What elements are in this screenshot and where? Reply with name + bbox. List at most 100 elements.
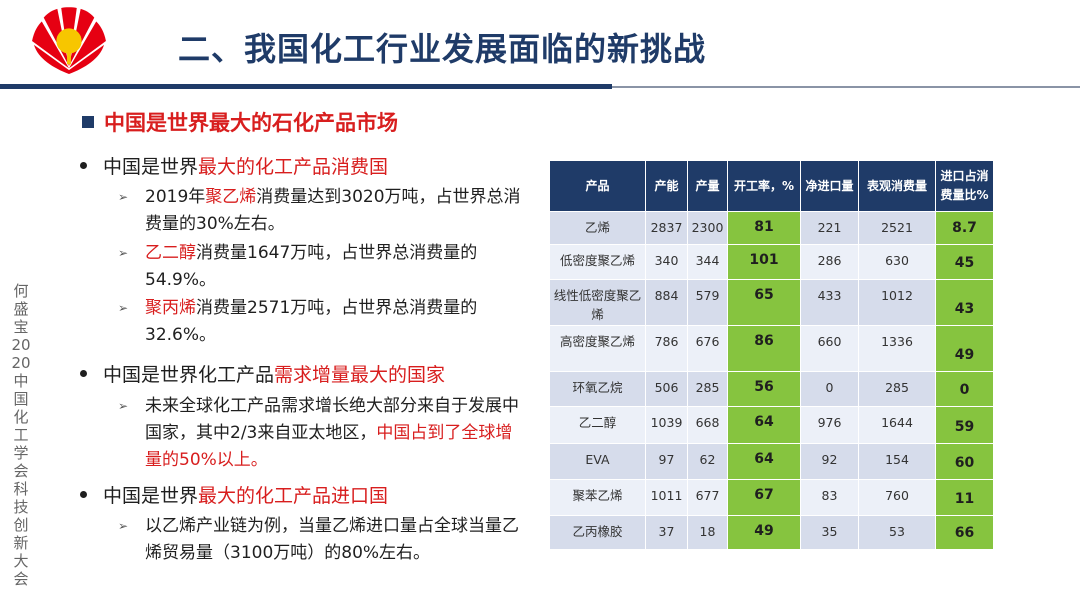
- bullet-1: 中国是世界最大的化工产品消费国: [80, 152, 388, 179]
- table-row: 乙烯 2837 2300 81 221 2521 8.7: [549, 211, 994, 245]
- bullet-1-highlight: 最大的化工产品消费国: [198, 156, 389, 178]
- cell-net-import: 221: [800, 211, 859, 245]
- sub-2-highlight: 乙二醇: [145, 243, 196, 263]
- table-row: 线性低密度聚乙烯 884 579 65 433 1012 43: [549, 279, 994, 326]
- sub-4-pre: 未来全球化工产品需求增长绝大部分来自于发展中国家，其中2/3来自亚太地区，: [145, 396, 519, 443]
- cell-apparent-consumption: 760: [858, 479, 936, 516]
- sub-4-highlight: 中国占到了全球增量的50%以上。: [145, 423, 513, 470]
- bullet-3-pre: 中国是世界: [103, 485, 199, 507]
- cell-utilization: 64: [727, 443, 801, 480]
- cell-capacity: 1039: [645, 406, 688, 444]
- square-bullet-icon: [82, 116, 94, 128]
- cell-net-import: 660: [800, 325, 859, 372]
- sub-bullet-2: ➢ 乙二醇消费量1647万吨，占世界总消费量的54.9%。: [118, 240, 528, 294]
- sub-bullet-3: ➢ 聚丙烯消费量2571万吨，占世界总消费量的32.6%。: [118, 295, 528, 349]
- cell-product: 乙烯: [549, 211, 646, 245]
- section-heading-text: 中国是世界最大的石化产品市场: [104, 111, 398, 135]
- cell-output: 676: [687, 325, 728, 372]
- bullet-dot-icon: [80, 162, 87, 169]
- cell-utilization: 49: [727, 515, 801, 550]
- cell-apparent-consumption: 285: [858, 371, 936, 407]
- cell-capacity: 1011: [645, 479, 688, 516]
- cell-output: 285: [687, 371, 728, 407]
- header-net-import: 净进口量: [800, 160, 859, 212]
- cell-import-ratio: 60: [935, 443, 994, 480]
- cell-utilization: 64: [727, 406, 801, 444]
- cell-capacity: 506: [645, 371, 688, 407]
- cell-product: EVA: [549, 443, 646, 480]
- cell-apparent-consumption: 1336: [858, 325, 936, 372]
- bullet-2-highlight: 需求增量最大的国家: [274, 364, 446, 386]
- sub-bullet-4: ➢ 未来全球化工产品需求增长绝大部分来自于发展中国家，其中2/3来自亚太地区，中…: [118, 393, 528, 474]
- cell-product: 线性低密度聚乙烯: [549, 279, 646, 326]
- arrow-bullet-icon: ➢: [118, 519, 129, 533]
- bullet-2: 中国是世界化工产品需求增量最大的国家: [80, 360, 445, 387]
- cell-import-ratio: 8.7: [935, 211, 994, 245]
- sub-1-highlight: 聚乙烯: [205, 187, 257, 207]
- cell-import-ratio: 59: [935, 406, 994, 444]
- cell-utilization: 86: [727, 325, 801, 372]
- bullet-3: 中国是世界最大的化工产品进口国: [80, 481, 388, 508]
- cell-import-ratio: 49: [935, 325, 994, 372]
- cell-import-ratio: 66: [935, 515, 994, 550]
- header-product: 产品: [549, 160, 646, 212]
- cell-net-import: 83: [800, 479, 859, 516]
- cell-output: 344: [687, 244, 728, 280]
- cell-apparent-consumption: 2521: [858, 211, 936, 245]
- sub-1-pre: 2019年: [145, 187, 206, 207]
- cell-import-ratio: 0: [935, 371, 994, 407]
- cell-product: 环氧乙烷: [549, 371, 646, 407]
- arrow-bullet-icon: ➢: [118, 190, 129, 204]
- cell-net-import: 286: [800, 244, 859, 280]
- sub-1-post: 消费量达到3020万吨，占世界总消费量的30%左右。: [145, 187, 521, 234]
- table-row: 高密度聚乙烯 786 676 86 660 1336 49: [549, 325, 994, 372]
- cell-product: 聚苯乙烯: [549, 479, 646, 516]
- table-row: 乙二醇 1039 668 64 976 1644 59: [549, 406, 994, 444]
- table-header-row: 产品 产能 产量 开工率，% 净进口量 表观消费量 进口占消费量比%: [549, 160, 994, 212]
- title-underline: [0, 84, 612, 89]
- cell-capacity: 2837: [645, 211, 688, 245]
- cell-utilization: 101: [727, 244, 801, 280]
- cell-utilization: 81: [727, 211, 801, 245]
- sub-3-post: 消费量2571万吨，占世界总消费量的32.6%。: [145, 298, 478, 345]
- cell-import-ratio: 11: [935, 479, 994, 516]
- section-heading: 中国是世界最大的石化产品市场: [82, 107, 398, 137]
- sub-3-highlight: 聚丙烯: [145, 298, 196, 318]
- cell-net-import: 976: [800, 406, 859, 444]
- arrow-bullet-icon: ➢: [118, 301, 129, 315]
- cell-apparent-consumption: 1012: [858, 279, 936, 326]
- cell-capacity: 884: [645, 279, 688, 326]
- cell-apparent-consumption: 154: [858, 443, 936, 480]
- header-apparent-consumption: 表观消费量: [858, 160, 936, 212]
- bullet-dot-icon: [80, 370, 87, 377]
- cell-utilization: 65: [727, 279, 801, 326]
- company-logo-icon: [32, 7, 106, 75]
- cell-net-import: 35: [800, 515, 859, 550]
- arrow-bullet-icon: ➢: [118, 399, 129, 413]
- header-output: 产量: [687, 160, 728, 212]
- cell-import-ratio: 43: [935, 279, 994, 326]
- sub-bullet-5: ➢ 以乙烯产业链为例，当量乙烯进口量占全球当量乙烯贸易量（3100万吨）的80%…: [118, 513, 528, 567]
- sub-bullet-1: ➢ 2019年聚乙烯消费量达到3020万吨，占世界总消费量的30%左右。: [118, 184, 528, 238]
- cell-apparent-consumption: 630: [858, 244, 936, 280]
- cell-capacity: 37: [645, 515, 688, 550]
- vertical-author-note: 何盛宝 2020中国化工学会科技创新大会: [11, 282, 31, 588]
- cell-product: 乙二醇: [549, 406, 646, 444]
- cell-output: 668: [687, 406, 728, 444]
- cell-output: 579: [687, 279, 728, 326]
- cell-net-import: 433: [800, 279, 859, 326]
- cell-apparent-consumption: 1644: [858, 406, 936, 444]
- table-row: 环氧乙烷 506 285 56 0 285 0: [549, 371, 994, 407]
- cell-product: 低密度聚乙烯: [549, 244, 646, 280]
- title-underline-gray: [612, 86, 1080, 88]
- cell-net-import: 92: [800, 443, 859, 480]
- cell-apparent-consumption: 53: [858, 515, 936, 550]
- header-utilization: 开工率，%: [727, 160, 801, 212]
- table-row: 乙丙橡胶 37 18 49 35 53 66: [549, 515, 994, 550]
- arrow-bullet-icon: ➢: [118, 246, 129, 260]
- bullet-dot-icon: [80, 491, 87, 498]
- page-title: 二、我国化工行业发展面临的新挑战: [178, 30, 707, 68]
- table-row: 低密度聚乙烯 340 344 101 286 630 45: [549, 244, 994, 280]
- cell-capacity: 97: [645, 443, 688, 480]
- cell-output: 62: [687, 443, 728, 480]
